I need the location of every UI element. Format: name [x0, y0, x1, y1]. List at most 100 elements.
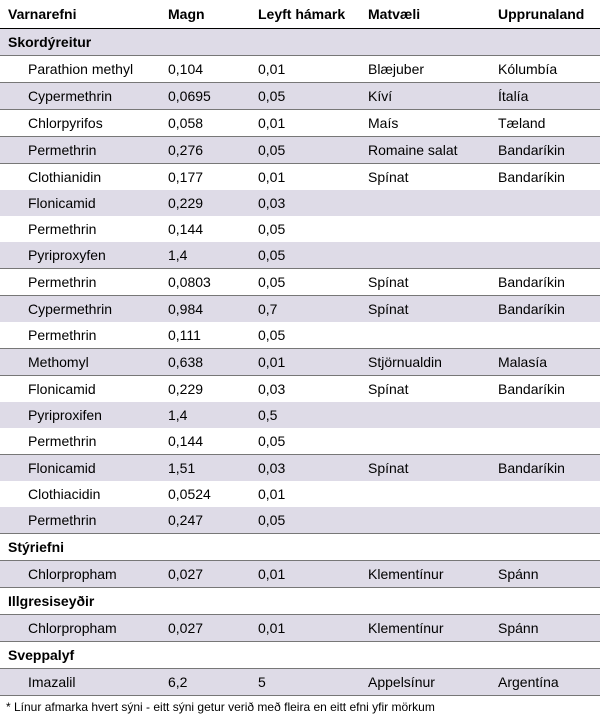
- table-row: Flonicamid0,2290,03SpínatBandaríkin: [0, 376, 600, 403]
- table-row: Parathion methyl0,1040,01BlæjuberKólumbí…: [0, 56, 600, 83]
- cell-substance: Permethrin: [0, 428, 160, 455]
- section-header: Sveppalyf: [0, 642, 600, 669]
- cell-amount: 0,247: [160, 507, 250, 534]
- cell-substance: Flonicamid: [0, 376, 160, 403]
- pesticide-table: Varnarefni Magn Leyft hámark Matvæli Upp…: [0, 0, 600, 696]
- cell-amount: 0,984: [160, 296, 250, 323]
- cell-food: [360, 216, 490, 242]
- cell-limit: 0,5: [250, 402, 360, 428]
- cell-substance: Imazalil: [0, 669, 160, 696]
- table-row: Pyriproxyfen1,40,05: [0, 242, 600, 269]
- cell-amount: 1,4: [160, 402, 250, 428]
- cell-origin: Bandaríkin: [490, 164, 600, 191]
- cell-limit: 0,01: [250, 349, 360, 376]
- cell-substance: Cypermethrin: [0, 296, 160, 323]
- cell-substance: Clothianidin: [0, 164, 160, 191]
- cell-limit: 0,05: [250, 322, 360, 349]
- cell-substance: Permethrin: [0, 137, 160, 164]
- cell-substance: Pyriproxifen: [0, 402, 160, 428]
- cell-substance: Permethrin: [0, 322, 160, 349]
- col-header-substance: Varnarefni: [0, 0, 160, 29]
- table-row: Imazalil6,25AppelsínurArgentína: [0, 669, 600, 696]
- cell-substance: Permethrin: [0, 216, 160, 242]
- cell-limit: 5: [250, 669, 360, 696]
- cell-limit: 0,05: [250, 507, 360, 534]
- cell-origin: [490, 322, 600, 349]
- cell-origin: [490, 428, 600, 455]
- table-row: Chlorpyrifos0,0580,01MaísTæland: [0, 110, 600, 137]
- col-header-food: Matvæli: [360, 0, 490, 29]
- cell-amount: 0,0695: [160, 83, 250, 110]
- cell-amount: 0,111: [160, 322, 250, 349]
- cell-limit: 0,01: [250, 615, 360, 642]
- cell-food: Spínat: [360, 164, 490, 191]
- table-row: Pyriproxifen1,40,5: [0, 402, 600, 428]
- cell-amount: 0,058: [160, 110, 250, 137]
- col-header-limit: Leyft hámark: [250, 0, 360, 29]
- cell-substance: Permethrin: [0, 269, 160, 296]
- cell-food: Klementínur: [360, 615, 490, 642]
- cell-amount: 6,2: [160, 669, 250, 696]
- cell-origin: Bandaríkin: [490, 269, 600, 296]
- cell-amount: 1,4: [160, 242, 250, 269]
- section-header: Skordýreitur: [0, 29, 600, 56]
- cell-amount: 0,638: [160, 349, 250, 376]
- cell-amount: 0,027: [160, 561, 250, 588]
- cell-food: Spínat: [360, 376, 490, 403]
- col-header-amount: Magn: [160, 0, 250, 29]
- cell-limit: 0,05: [250, 83, 360, 110]
- cell-amount: 0,0524: [160, 481, 250, 507]
- section-title: Stýriefni: [0, 534, 600, 561]
- cell-origin: Bandaríkin: [490, 137, 600, 164]
- cell-origin: [490, 481, 600, 507]
- cell-food: Maís: [360, 110, 490, 137]
- section-header: Illgresiseyðir: [0, 588, 600, 615]
- section-title: Skordýreitur: [0, 29, 600, 56]
- cell-food: [360, 322, 490, 349]
- cell-origin: Ítalía: [490, 83, 600, 110]
- cell-limit: 0,01: [250, 164, 360, 191]
- cell-origin: Argentína: [490, 669, 600, 696]
- footnote-text: * Línur afmarka hvert sýni - eitt sýni g…: [0, 696, 600, 718]
- cell-food: [360, 242, 490, 269]
- section-title: Illgresiseyðir: [0, 588, 600, 615]
- cell-limit: 0,05: [250, 137, 360, 164]
- cell-amount: 0,177: [160, 164, 250, 191]
- table-row: Flonicamid1,510,03SpínatBandaríkin: [0, 455, 600, 482]
- table-row: Permethrin0,1440,05: [0, 216, 600, 242]
- cell-food: Romaine salat: [360, 137, 490, 164]
- cell-limit: 0,05: [250, 216, 360, 242]
- table-row: Permethrin0,2760,05Romaine salatBandarík…: [0, 137, 600, 164]
- cell-substance: Flonicamid: [0, 190, 160, 216]
- cell-food: Klementínur: [360, 561, 490, 588]
- cell-amount: 0,144: [160, 216, 250, 242]
- cell-origin: Kólumbía: [490, 56, 600, 83]
- cell-substance: Chlorpropham: [0, 561, 160, 588]
- cell-substance: Clothiacidin: [0, 481, 160, 507]
- cell-amount: 0,276: [160, 137, 250, 164]
- cell-amount: 0,229: [160, 190, 250, 216]
- cell-origin: Spánn: [490, 561, 600, 588]
- cell-food: [360, 481, 490, 507]
- cell-substance: Cypermethrin: [0, 83, 160, 110]
- table-row: Clothiacidin0,05240,01: [0, 481, 600, 507]
- cell-limit: 0,01: [250, 481, 360, 507]
- cell-origin: [490, 190, 600, 216]
- cell-limit: 0,03: [250, 455, 360, 482]
- cell-substance: Permethrin: [0, 507, 160, 534]
- cell-amount: 0,0803: [160, 269, 250, 296]
- cell-substance: Chlorpyrifos: [0, 110, 160, 137]
- cell-limit: 0,03: [250, 190, 360, 216]
- table-row: Permethrin0,2470,05: [0, 507, 600, 534]
- cell-origin: [490, 216, 600, 242]
- cell-amount: 0,144: [160, 428, 250, 455]
- cell-limit: 0,05: [250, 242, 360, 269]
- cell-amount: 0,229: [160, 376, 250, 403]
- cell-origin: [490, 402, 600, 428]
- table-row: Permethrin0,1110,05: [0, 322, 600, 349]
- cell-food: Spínat: [360, 455, 490, 482]
- table-row: Permethrin0,08030,05SpínatBandaríkin: [0, 269, 600, 296]
- cell-limit: 0,01: [250, 561, 360, 588]
- cell-origin: Tæland: [490, 110, 600, 137]
- cell-food: [360, 428, 490, 455]
